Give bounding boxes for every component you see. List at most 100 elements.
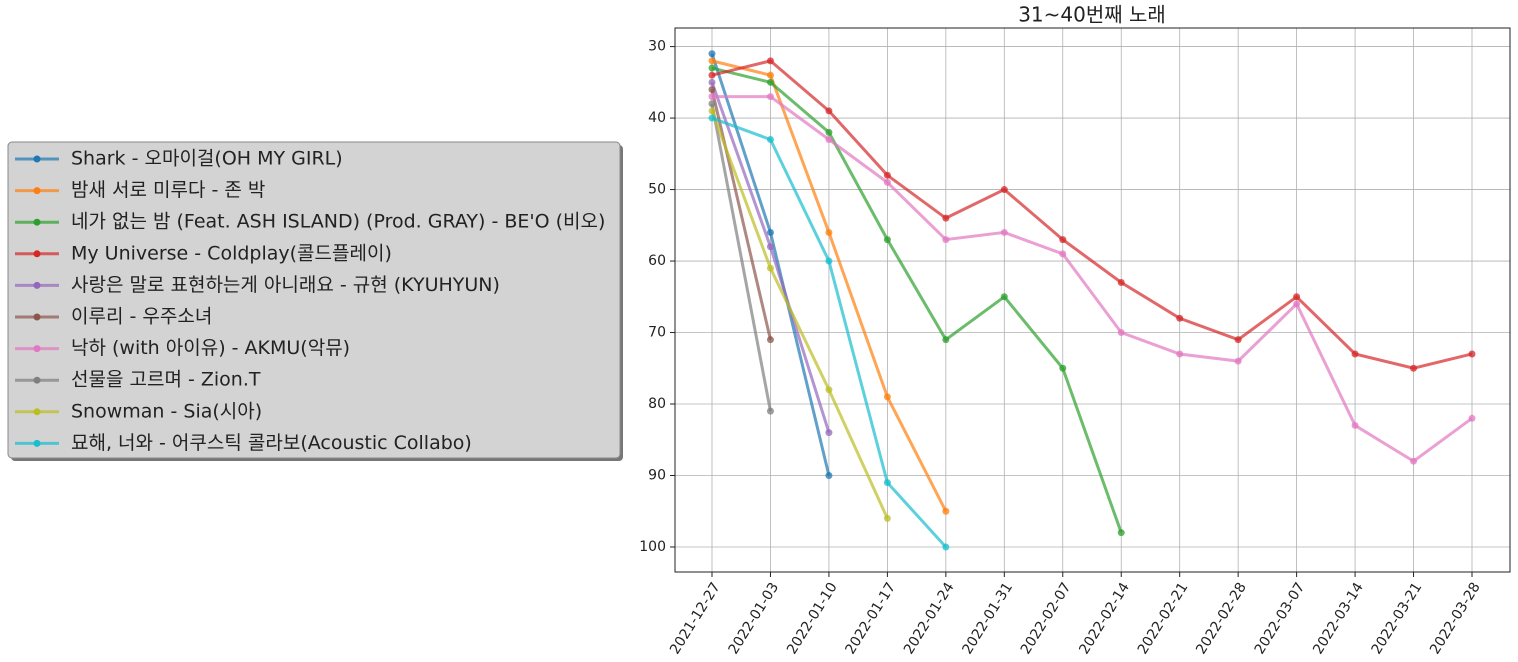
legend-label: 네가 없는 밤 (Feat. ASH ISLAND) (Prod. GRAY) … bbox=[71, 211, 605, 233]
point bbox=[708, 64, 716, 72]
point bbox=[883, 236, 891, 244]
lines bbox=[708, 50, 1476, 551]
point bbox=[1468, 350, 1476, 358]
y-tick-label: 80 bbox=[648, 396, 666, 412]
x-tick-label: 2022-02-21 bbox=[1135, 580, 1192, 657]
y-tick-label: 100 bbox=[639, 539, 666, 555]
legend-marker bbox=[33, 187, 41, 195]
point bbox=[708, 71, 716, 79]
point bbox=[766, 136, 774, 144]
point bbox=[883, 393, 891, 401]
series-line bbox=[710, 103, 772, 412]
point bbox=[708, 100, 716, 108]
point bbox=[1176, 314, 1184, 322]
point bbox=[1293, 300, 1301, 308]
point bbox=[1117, 329, 1125, 337]
point bbox=[1117, 529, 1125, 537]
y-tick-label: 70 bbox=[648, 325, 666, 341]
point bbox=[825, 128, 833, 136]
legend-label: 낙하 (with 아이유) - AKMU(악뮤) bbox=[71, 337, 350, 359]
y-tick-label: 30 bbox=[648, 39, 666, 55]
point bbox=[825, 257, 833, 265]
point bbox=[708, 85, 716, 93]
point bbox=[883, 479, 891, 487]
legend-marker bbox=[33, 439, 41, 447]
point bbox=[766, 78, 774, 86]
x-tick-label: 2022-02-28 bbox=[1193, 580, 1250, 657]
x-tick-label: 2022-01-10 bbox=[784, 580, 841, 657]
legend-label: 이루리 - 우주소녀 bbox=[71, 306, 212, 328]
legend-label: Shark - 오마이걸(OH MY GIRL) bbox=[71, 148, 343, 170]
x-tick-label: 2022-01-03 bbox=[726, 580, 783, 657]
legend-marker bbox=[33, 250, 41, 258]
legend-box bbox=[7, 141, 621, 459]
x-tick-label: 2022-02-14 bbox=[1076, 580, 1133, 658]
point bbox=[1000, 186, 1008, 194]
legend-label: 묘해, 너와 - 어쿠스틱 콜라보(Acoustic Collabo) bbox=[71, 432, 472, 454]
x-tick-label: 2022-02-07 bbox=[1018, 580, 1075, 657]
point bbox=[708, 78, 716, 86]
point bbox=[825, 228, 833, 236]
y-tick-label: 90 bbox=[648, 467, 666, 483]
point bbox=[883, 171, 891, 179]
x-tick-label: 2022-01-17 bbox=[842, 580, 899, 657]
series-line bbox=[711, 66, 1123, 534]
point bbox=[825, 471, 833, 479]
chart-title: 31~40번째 노래 bbox=[1018, 3, 1166, 27]
x-tick-label: 2021-12-27 bbox=[667, 580, 724, 657]
point bbox=[1468, 414, 1476, 422]
point bbox=[1351, 421, 1359, 429]
point bbox=[766, 71, 774, 79]
legend-marker bbox=[33, 155, 41, 163]
point bbox=[708, 93, 716, 101]
point bbox=[708, 50, 716, 58]
x-tick-label: 2022-01-24 bbox=[901, 580, 958, 658]
point bbox=[825, 386, 833, 394]
point bbox=[1117, 278, 1125, 286]
point bbox=[942, 214, 950, 222]
point bbox=[942, 236, 950, 244]
point bbox=[766, 407, 774, 415]
point bbox=[1000, 293, 1008, 301]
point bbox=[1410, 457, 1418, 465]
point bbox=[766, 336, 774, 344]
y-tick-label: 50 bbox=[648, 182, 666, 198]
point bbox=[766, 57, 774, 65]
point bbox=[883, 514, 891, 522]
legend-marker bbox=[33, 345, 41, 353]
point bbox=[1059, 236, 1067, 244]
x-tick-label: 2022-03-07 bbox=[1252, 580, 1309, 657]
legend-marker bbox=[33, 313, 41, 321]
y-tick-label: 60 bbox=[648, 253, 666, 269]
point bbox=[708, 114, 716, 122]
legend-label: My Universe - Coldplay(콜드플레이) bbox=[71, 242, 392, 264]
point bbox=[1351, 350, 1359, 358]
x-tick-label: 2022-03-21 bbox=[1369, 580, 1426, 657]
point bbox=[1059, 250, 1067, 258]
legend-marker bbox=[33, 376, 41, 384]
legend: Shark - 오마이걸(OH MY GIRL) 밤새 서로 미루다 - 존 박네… bbox=[15, 148, 605, 454]
x-tick-label: 2022-01-31 bbox=[959, 580, 1016, 657]
point bbox=[766, 228, 774, 236]
point bbox=[1234, 357, 1242, 365]
legend-label: Snowman - Sia(시아) bbox=[71, 400, 262, 422]
legend-label: 사랑은 말로 표현하는게 아니래요 - 규현 (KYUHYUN) bbox=[71, 274, 500, 296]
point bbox=[1000, 228, 1008, 236]
point bbox=[1410, 364, 1418, 372]
x-tick-label: 2022-03-28 bbox=[1427, 580, 1484, 657]
legend-marker bbox=[33, 218, 41, 226]
point bbox=[708, 107, 716, 115]
series-line bbox=[711, 59, 1473, 370]
plot-frame bbox=[674, 27, 1511, 573]
series-line bbox=[710, 89, 772, 341]
series-line bbox=[710, 110, 889, 520]
legend-label: 선물을 고르며 - Zion.T bbox=[71, 369, 261, 391]
x-tick-label: 2022-03-14 bbox=[1310, 580, 1367, 658]
legend-label: 밤새 서로 미루다 - 존 박 bbox=[71, 179, 265, 201]
point bbox=[883, 178, 891, 186]
y-tick-label: 40 bbox=[648, 110, 666, 126]
point bbox=[766, 243, 774, 251]
point bbox=[1293, 293, 1301, 301]
